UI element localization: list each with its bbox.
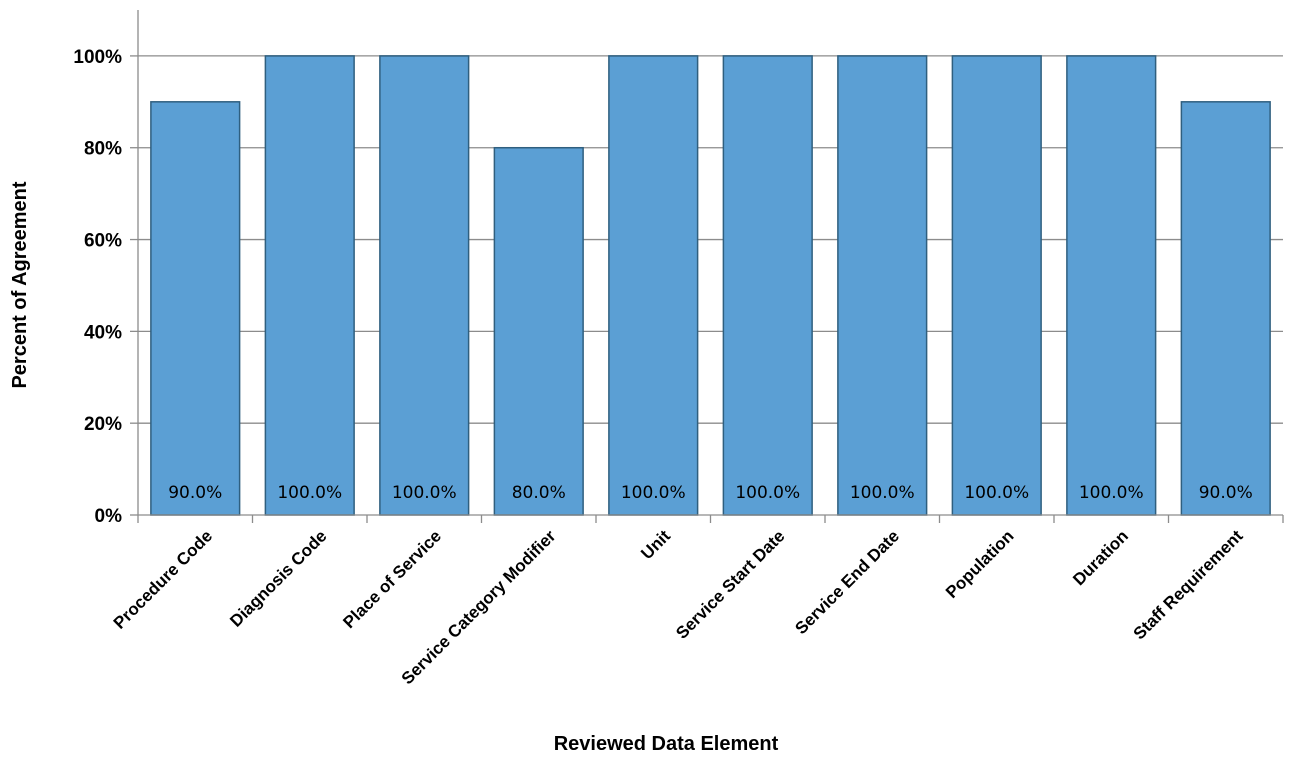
bar [722,55,813,516]
bar [493,146,584,516]
bar-data-label: 100.0% [277,483,342,503]
x-category-label: Service Start Date [672,526,788,642]
bar [1180,101,1271,516]
bar-data-label: 100.0% [1079,483,1144,503]
x-category-label: Unit [637,526,674,563]
data-labels: 90.0% 100.0% 100.0% 80.0% 100.0% 100.0% 100.0%… [168,483,1253,503]
axes [130,10,1284,523]
bar-data-label: 100.0% [850,483,915,503]
bar-data-label: 100.0% [964,483,1029,503]
x-category-label: Diagnosis Code [226,526,330,630]
x-tick-labels: Procedure Code Diagnosis Code Place of Ser… [110,526,1247,688]
bar [379,55,470,516]
bar-data-label: 100.0% [621,483,686,503]
x-category-label: Duration [1069,526,1132,589]
x-category-label: Service End Date [791,526,903,638]
bar [264,55,355,516]
bar-data-label: 100.0% [735,483,800,503]
x-category-label: Place of Service [339,526,445,632]
x-category-label: Population [942,526,1018,602]
y-tick-label: 20% [84,414,122,435]
y-tick-label: 40% [84,322,122,343]
bar [608,55,699,516]
bars [150,55,1271,516]
bar-data-label: 90.0% [168,483,222,503]
bar [837,55,928,516]
bar-data-label: 80.0% [512,483,566,503]
y-tick-labels: 0% 20% 40% 60% 80% 100% [73,47,122,527]
x-axis-title: Reviewed Data Element [554,733,779,755]
bar [150,101,241,516]
bar-data-label: 100.0% [392,483,457,503]
bar [1066,55,1157,516]
y-tick-label: 60% [84,231,122,252]
bar-data-label: 90.0% [1199,483,1253,503]
y-tick-label: 80% [84,139,122,160]
bar [951,55,1042,516]
y-axis-title: Percent of Agreement [9,181,31,388]
y-tick-label: 0% [95,506,123,527]
x-category-label: Procedure Code [110,526,216,632]
x-category-label: Staff Requirement [1130,526,1247,643]
y-tick-label: 100% [73,47,122,68]
